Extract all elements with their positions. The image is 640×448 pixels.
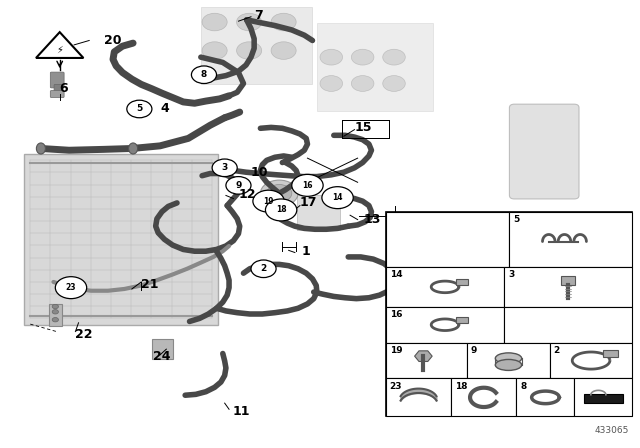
Text: 15: 15 (355, 121, 372, 134)
Ellipse shape (129, 143, 138, 154)
Circle shape (55, 277, 86, 299)
Circle shape (127, 100, 152, 118)
Circle shape (202, 42, 227, 59)
FancyBboxPatch shape (584, 394, 623, 403)
FancyBboxPatch shape (504, 307, 632, 343)
Text: 4: 4 (160, 103, 169, 116)
Text: 18: 18 (455, 382, 467, 391)
Text: ⚡: ⚡ (56, 45, 63, 55)
FancyBboxPatch shape (51, 72, 64, 88)
Circle shape (351, 49, 374, 65)
Ellipse shape (260, 180, 298, 207)
Text: 17: 17 (300, 196, 317, 209)
Text: 19: 19 (390, 346, 403, 355)
Circle shape (52, 310, 58, 314)
FancyBboxPatch shape (297, 195, 340, 230)
Ellipse shape (36, 143, 45, 154)
Text: 10: 10 (251, 166, 269, 179)
FancyBboxPatch shape (54, 84, 63, 93)
FancyBboxPatch shape (509, 104, 579, 199)
Polygon shape (201, 7, 312, 84)
Text: 16: 16 (390, 310, 402, 319)
Circle shape (320, 49, 342, 65)
FancyBboxPatch shape (456, 279, 468, 285)
Text: 18: 18 (276, 206, 287, 215)
Polygon shape (317, 23, 433, 111)
Text: 23: 23 (66, 283, 76, 292)
FancyBboxPatch shape (467, 343, 550, 379)
Text: 24: 24 (152, 350, 170, 363)
Text: 12: 12 (239, 188, 256, 201)
FancyBboxPatch shape (603, 350, 618, 358)
FancyBboxPatch shape (451, 379, 516, 416)
Text: 1: 1 (301, 245, 310, 258)
Circle shape (237, 13, 262, 31)
Circle shape (52, 304, 58, 309)
Text: 2: 2 (260, 264, 267, 273)
FancyBboxPatch shape (456, 317, 468, 323)
Circle shape (271, 13, 296, 31)
Circle shape (191, 66, 216, 83)
Text: 14: 14 (390, 271, 403, 280)
Circle shape (292, 174, 323, 196)
Text: 9: 9 (471, 346, 477, 355)
Text: 5: 5 (136, 104, 143, 113)
Circle shape (266, 199, 297, 221)
Text: 13: 13 (364, 213, 381, 226)
Circle shape (322, 187, 353, 209)
Text: 22: 22 (76, 328, 93, 341)
Text: 3: 3 (508, 271, 514, 280)
Circle shape (251, 260, 276, 278)
FancyBboxPatch shape (550, 343, 632, 379)
Circle shape (383, 76, 405, 91)
Text: 14: 14 (332, 193, 343, 202)
FancyBboxPatch shape (386, 212, 632, 416)
Circle shape (212, 159, 237, 177)
Polygon shape (36, 32, 83, 58)
FancyBboxPatch shape (516, 379, 575, 416)
Text: 23: 23 (390, 382, 402, 391)
FancyBboxPatch shape (386, 267, 504, 307)
FancyBboxPatch shape (509, 212, 632, 267)
Text: 433065: 433065 (595, 426, 629, 435)
Circle shape (202, 13, 227, 31)
Circle shape (253, 190, 284, 212)
Ellipse shape (267, 185, 292, 202)
FancyBboxPatch shape (386, 379, 451, 416)
Circle shape (271, 42, 296, 59)
Text: 8: 8 (520, 382, 527, 391)
FancyBboxPatch shape (504, 267, 632, 307)
Circle shape (383, 49, 405, 65)
Ellipse shape (495, 359, 522, 370)
FancyBboxPatch shape (386, 307, 504, 343)
FancyBboxPatch shape (24, 154, 218, 325)
Circle shape (52, 318, 58, 322)
Text: 21: 21 (141, 278, 159, 291)
Polygon shape (415, 351, 432, 362)
FancyBboxPatch shape (561, 276, 575, 285)
Text: 19: 19 (263, 197, 274, 206)
Circle shape (320, 76, 342, 91)
Circle shape (237, 42, 262, 59)
FancyBboxPatch shape (575, 379, 632, 416)
FancyBboxPatch shape (51, 90, 64, 98)
Polygon shape (152, 339, 173, 359)
Text: 6: 6 (60, 82, 68, 95)
Text: 9: 9 (236, 181, 242, 190)
Ellipse shape (495, 353, 522, 364)
Polygon shape (49, 304, 61, 326)
Text: 11: 11 (232, 405, 250, 418)
Text: 8: 8 (201, 70, 207, 79)
Text: 16: 16 (302, 181, 313, 190)
FancyBboxPatch shape (386, 343, 467, 379)
Text: 3: 3 (221, 164, 228, 172)
Text: 2: 2 (554, 346, 560, 355)
Text: 7: 7 (254, 9, 263, 22)
Circle shape (226, 177, 251, 194)
Text: 5: 5 (513, 215, 519, 224)
Circle shape (351, 76, 374, 91)
Text: 20: 20 (104, 34, 121, 47)
FancyBboxPatch shape (386, 212, 509, 267)
